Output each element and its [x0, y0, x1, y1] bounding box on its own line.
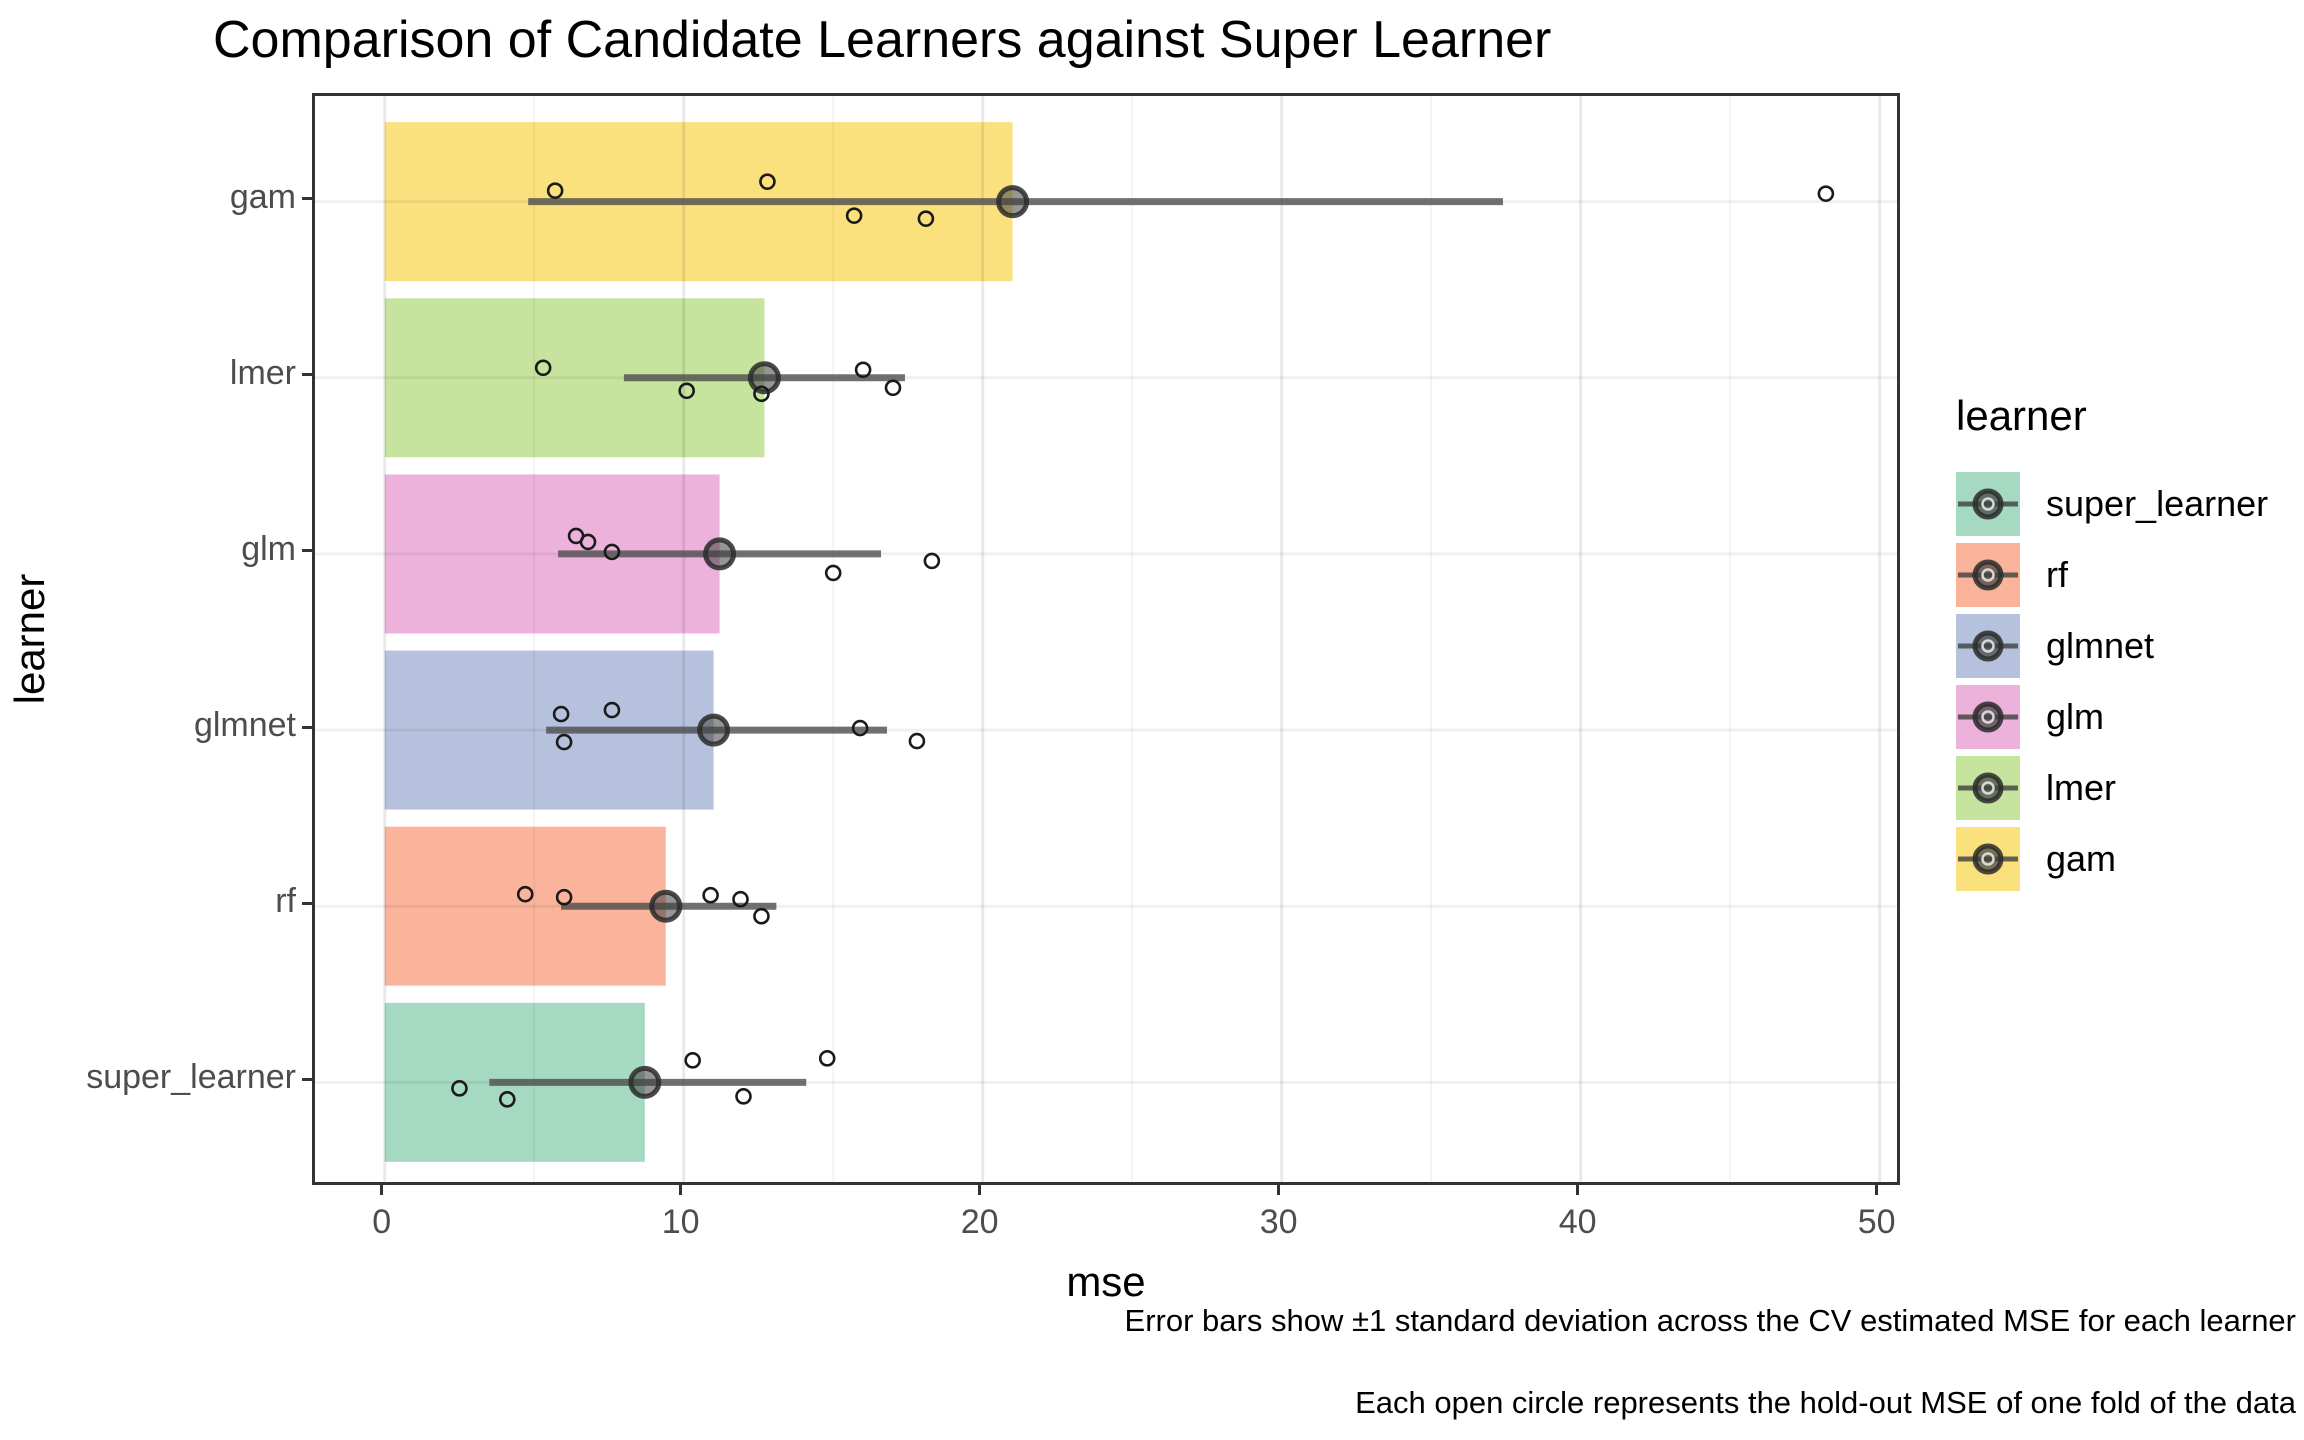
legend-title: learner — [1956, 392, 2087, 439]
fold-point-glmnet-2 — [603, 701, 621, 719]
x-tick-label-0: 0 — [372, 1203, 392, 1241]
fold-point-rf-3 — [702, 886, 719, 904]
caption-errorbars: Error bars show ±1 standard deviation ac… — [1124, 1303, 2296, 1338]
fold-point-gam-3 — [845, 207, 863, 224]
fold-point-rf-4 — [732, 890, 749, 908]
legend-label-super_learner: super_learner — [2046, 482, 2269, 524]
fold-point-lmer-3 — [753, 385, 770, 403]
caption-folds: Each open circle represents the hold-out… — [1355, 1385, 2296, 1420]
x-tick-50 — [1875, 1185, 1879, 1195]
legend-label-rf: rf — [2046, 553, 2068, 595]
fold-point-lmer-2 — [678, 382, 695, 400]
x-tick-10 — [679, 1185, 683, 1195]
x-tick-label-40: 40 — [1558, 1203, 1597, 1241]
fold-point-glm-5 — [923, 552, 941, 570]
x-tick-0 — [380, 1185, 384, 1195]
fold-point-glm-3 — [603, 543, 621, 561]
chart-title: Comparison of Candidate Learners against… — [213, 11, 1552, 69]
fold-point-rf-1 — [516, 885, 534, 903]
legend-item-gam: gam — [1956, 823, 2268, 894]
y-axis-label-rf: rf — [275, 882, 296, 921]
legend-item-super_learner: super_learner — [1956, 468, 2268, 539]
y-tick-lmer — [302, 373, 312, 377]
x-tick-20 — [978, 1185, 982, 1195]
y-axis-title: learner — [6, 573, 53, 705]
legend-item-rf: rf — [1956, 539, 2268, 610]
fold-point-rf-5 — [753, 907, 770, 925]
fold-point-gam-4 — [917, 210, 935, 227]
x-tick-label-20: 20 — [960, 1203, 999, 1241]
legend-label-glmnet: glmnet — [2046, 624, 2155, 666]
y-axis-label-lmer: lmer — [229, 353, 296, 392]
legend-key-super_learner — [1956, 471, 2020, 536]
y-axis-label-super_learner: super_learner — [86, 1058, 296, 1097]
mean-point-gam — [996, 185, 1030, 219]
fold-point-glmnet-1 — [552, 705, 570, 723]
legend-key-glm — [1956, 684, 2020, 749]
fold-point-gam-1 — [546, 182, 564, 199]
fold-point-gam-5 — [1817, 185, 1835, 202]
y-axis-label-glm: glm — [241, 529, 296, 568]
x-tick-40 — [1576, 1185, 1580, 1195]
plot-panel — [312, 93, 1900, 1185]
fold-point-glm-4 — [824, 564, 842, 582]
y-tick-glmnet — [302, 725, 312, 729]
legend-key-glmnet — [1956, 613, 2020, 678]
plot-area — [315, 96, 1897, 1182]
fold-point-glm-2 — [579, 533, 597, 551]
fold-point-super_learner-1 — [451, 1080, 468, 1097]
x-tick-label-50: 50 — [1857, 1203, 1896, 1241]
x-axis-title: mse — [1066, 1258, 1146, 1305]
y-tick-super_learner — [302, 1077, 312, 1081]
fold-point-lmer-1 — [534, 359, 552, 377]
fold-point-super_learner-5 — [818, 1050, 836, 1067]
legend-item-lmer: lmer — [1956, 752, 2268, 823]
fold-point-lmer-5 — [884, 379, 902, 397]
legend-label-lmer: lmer — [2046, 766, 2116, 808]
x-tick-30 — [1277, 1185, 1281, 1195]
mean-point-glmnet — [697, 713, 731, 747]
fold-point-rf-2 — [555, 888, 573, 906]
fold-point-glmnet-4 — [851, 719, 869, 737]
legend-item-glmnet: glmnet — [1956, 610, 2268, 681]
mean-point-super_learner — [628, 1065, 662, 1099]
mean-point-glm — [703, 537, 737, 571]
fold-point-super_learner-4 — [735, 1088, 752, 1105]
fold-point-super_learner-3 — [684, 1052, 701, 1069]
legend-label-gam: gam — [2046, 837, 2117, 879]
x-tick-label-30: 30 — [1259, 1203, 1298, 1241]
x-tick-label-10: 10 — [661, 1203, 700, 1241]
mean-point-lmer — [747, 361, 781, 395]
y-axis-label-gam: gam — [229, 177, 296, 216]
fold-point-glmnet-5 — [908, 732, 926, 750]
fold-point-gam-2 — [759, 173, 776, 190]
y-tick-rf — [302, 901, 312, 905]
fold-point-lmer-4 — [854, 361, 872, 379]
fold-point-super_learner-2 — [498, 1091, 516, 1108]
y-tick-glm — [302, 549, 312, 553]
legend-key-gam — [1956, 826, 2020, 891]
fold-point-glmnet-3 — [555, 733, 573, 751]
legend-key-rf — [1956, 542, 2020, 607]
legend-key-lmer — [1956, 755, 2020, 820]
y-axis-label-glmnet: glmnet — [193, 706, 296, 745]
legend-label-glm: glm — [2046, 695, 2105, 737]
legend-item-glm: glm — [1956, 681, 2268, 752]
mean-point-rf — [649, 889, 683, 923]
y-tick-gam — [302, 197, 312, 201]
